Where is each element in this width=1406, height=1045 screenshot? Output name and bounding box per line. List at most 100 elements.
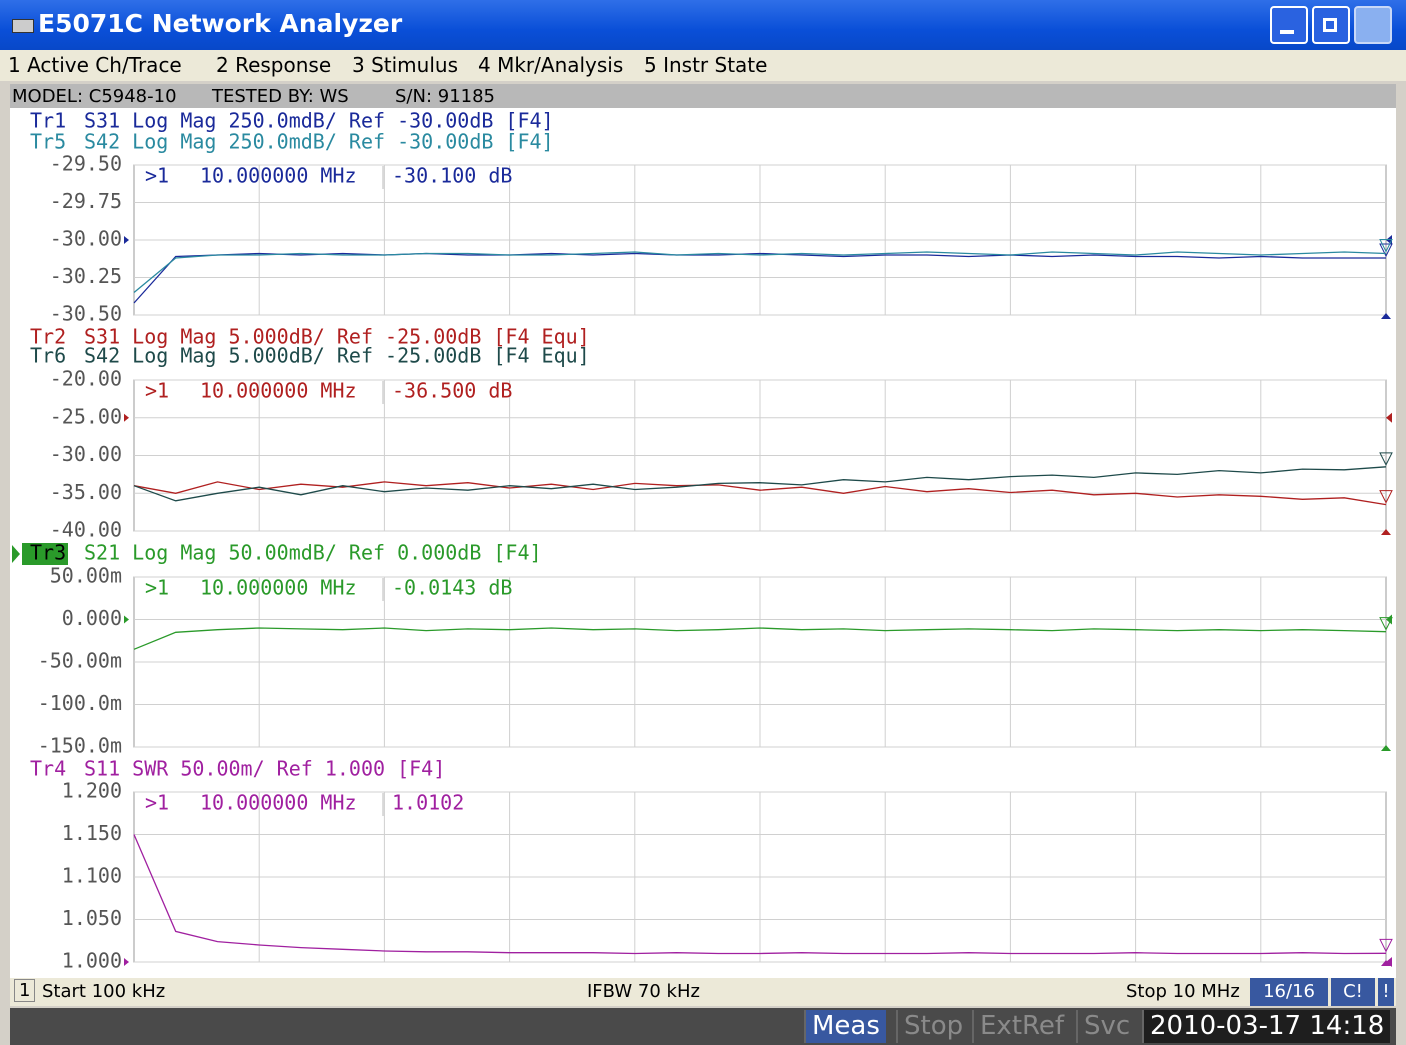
y-tick-label: -25.00 — [50, 404, 122, 428]
marker-symbol — [1379, 243, 1393, 258]
marker-freq: 10.000000 MHz — [200, 379, 357, 403]
y-tick-label: 1.050 — [62, 906, 122, 930]
stimulus-marker — [1381, 960, 1391, 966]
active-pointer — [12, 545, 20, 563]
trace-id: Tr1 — [30, 109, 66, 133]
stop-indicator: Stop — [896, 1010, 969, 1043]
marker-symbol — [1379, 452, 1393, 466]
trace-line — [133, 252, 1386, 304]
y-tick-label: -30.00 — [50, 442, 122, 466]
y-tick-label: 1.150 — [62, 821, 122, 845]
reference-marker-right — [1386, 614, 1392, 625]
start-freq: Start 100 kHz — [42, 981, 166, 1002]
y-tick-label: 50.00m — [50, 564, 122, 588]
stop-freq: Stop 10 MHz — [1126, 981, 1240, 1002]
marker-symbol — [1379, 490, 1393, 504]
minimize-button[interactable] — [1270, 6, 1308, 44]
trace-id: Tr2 — [30, 325, 66, 349]
menu-item[interactable]: 5 Instr State — [644, 53, 768, 77]
extref-indicator: ExtRef — [972, 1010, 1070, 1043]
marker-freq: 10.000000 MHz — [200, 791, 357, 815]
marker-freq: 10.000000 MHz — [200, 576, 357, 600]
marker-freq: 10.000000 MHz — [200, 164, 357, 188]
flag: ! — [1378, 978, 1394, 1006]
trace-line — [133, 627, 1387, 650]
channel[interactable]: 1 — [14, 979, 36, 1002]
menu-item[interactable]: 1 Active Ch/Trace — [8, 53, 182, 77]
header-bar: MODEL: C5948-10 TESTED BY: WS S/N: 91185 — [10, 84, 1396, 108]
trace-settings: S21 Log Mag 50.00mdB/ Ref 0.000dB [F4] — [84, 541, 542, 565]
y-tick-label: -30.50 — [50, 302, 122, 326]
close-button[interactable] — [1354, 6, 1392, 44]
marker-id: >1 — [145, 791, 169, 815]
app-icon — [12, 19, 34, 33]
title-bar: E5071C Network Analyzer — [0, 0, 1406, 50]
menu-bar: 1 Active Ch/Trace 2 Response 3 Stimulus 4 M… — [0, 50, 1406, 81]
traces: Tr1 S31 Log Mag 250.0mdB/ Ref -30.00dB [F… — [12, 109, 1393, 973]
trace-settings: S42 Log Mag 5.000dB/ Ref -25.00dB [F4 Eq… — [84, 344, 590, 368]
menu-item[interactable]: 3 Stimulus — [352, 53, 458, 77]
date-time: 2010-03-17 14:18 — [1142, 1010, 1391, 1043]
header-field: MODEL: C5948-10 — [12, 86, 177, 107]
reference-marker — [124, 958, 129, 966]
trace-settings: S31 Log Mag 5.000dB/ Ref -25.00dB [F4 Eq… — [84, 325, 590, 349]
marker-id: >1 — [145, 576, 169, 600]
trace-id: Tr4 — [30, 757, 66, 781]
y-tick-label: -20.00 — [50, 367, 122, 391]
cal-status: C! — [1331, 978, 1375, 1006]
trace-id: Tr6 — [30, 344, 66, 368]
trace-settings: S11 SWR 50.00m/ Ref 1.000 [F4] — [84, 757, 445, 781]
task-bar: Meas Stop ExtRef Svc 2010-03-17 14:18 — [10, 1008, 1396, 1045]
menu-item[interactable]: 2 Response — [216, 53, 332, 77]
marker-value: -30.100 dB — [392, 164, 512, 188]
marker-id: >1 — [145, 164, 169, 188]
marker-symbol — [1379, 938, 1393, 953]
stimulus-marker — [1381, 313, 1391, 319]
marker-value: 1.0102 — [392, 791, 464, 815]
y-tick-label: -150.0m — [38, 734, 122, 758]
window-title: E5071C Network Analyzer — [38, 9, 403, 38]
stimulus-marker — [1381, 745, 1391, 751]
trace-id: Tr3 — [30, 541, 66, 565]
marker-value: -36.500 dB — [392, 379, 512, 403]
restore-button[interactable] — [1312, 6, 1350, 44]
svc-indicator: Svc — [1076, 1010, 1136, 1043]
y-tick-label: -100.0m — [38, 691, 122, 715]
y-tick-label: 1.200 — [62, 779, 122, 803]
marker-symbol — [1379, 239, 1393, 253]
averaging: 16/16 — [1250, 978, 1328, 1006]
trace-id: Tr5 — [30, 130, 66, 154]
meas-indicator: Meas — [804, 1010, 886, 1043]
header-field: S/N: 91185 — [395, 86, 496, 107]
y-tick-label: 0.000 — [62, 606, 122, 630]
ifbw: IFBW 70 kHz — [587, 981, 700, 1002]
plot-area: Tr1 S31 Log Mag 250.0mdB/ Ref -30.00dB [F… — [10, 108, 1396, 978]
stimulus-marker — [1381, 529, 1391, 535]
reference-marker-right — [1386, 412, 1392, 423]
status-bar: 1 Start 100 kHz IFBW 70 kHz Stop 10 MHz … — [10, 978, 1396, 1006]
trace-line — [133, 834, 1387, 955]
y-tick-label: -50.00m — [38, 649, 122, 673]
reference-marker-right — [1386, 957, 1392, 967]
y-tick-label: 1.100 — [62, 864, 122, 888]
y-tick-label: -30.00 — [50, 227, 122, 251]
trace-settings: S42 Log Mag 250.0mdB/ Ref -30.00dB [F4] — [84, 130, 554, 154]
y-tick-label: -35.00 — [50, 480, 122, 504]
y-tick-label: 1.000 — [62, 949, 122, 973]
trace-settings: S31 Log Mag 250.0mdB/ Ref -30.00dB [F4] — [84, 109, 554, 133]
reference-marker — [124, 615, 129, 624]
trace-line — [133, 251, 1387, 294]
marker-symbol — [1379, 617, 1393, 631]
marker-id: >1 — [145, 379, 169, 403]
menu-item[interactable]: 4 Mkr/Analysis — [478, 53, 624, 77]
trace-line — [133, 466, 1387, 502]
reference-marker — [124, 413, 129, 422]
y-tick-label: -40.00 — [50, 518, 122, 542]
y-tick-label: -29.50 — [50, 152, 122, 176]
trace-line — [133, 481, 1387, 506]
reference-marker — [124, 236, 129, 244]
marker-value: -0.0143 dB — [392, 576, 512, 600]
y-tick-label: -30.25 — [50, 264, 122, 288]
header-field: TESTED BY: WS — [212, 86, 349, 107]
